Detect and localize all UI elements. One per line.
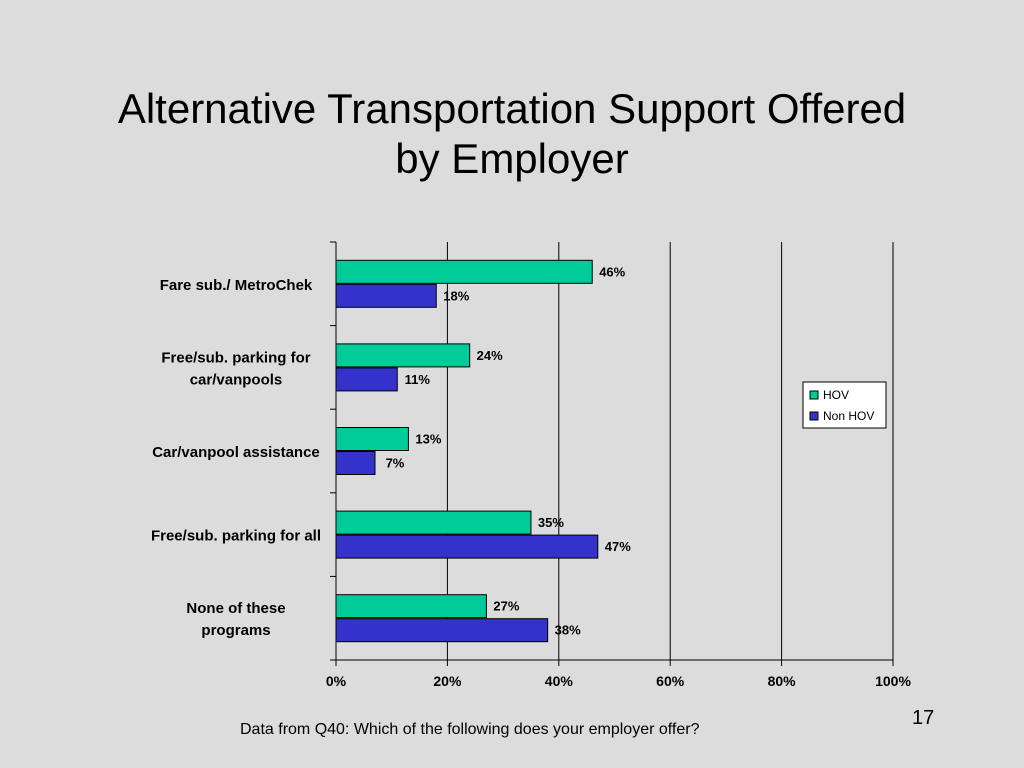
category-label: Car/vanpool assistance — [152, 444, 320, 461]
x-tick-label: 20% — [433, 673, 462, 689]
x-tick-label: 0% — [326, 673, 347, 689]
title-line-1: Alternative Transportation Support Offer… — [117, 85, 907, 132]
footnote: Data from Q40: Which of the following do… — [240, 721, 700, 738]
bar-hov — [335, 510, 532, 535]
legend-swatch-hov — [809, 390, 819, 400]
data-label: 38% — [555, 623, 581, 638]
data-label: 46% — [599, 264, 625, 279]
data-label: 27% — [493, 599, 519, 614]
legend-swatch-non-hov — [809, 411, 819, 421]
category-label: Fare sub./ MetroChek — [160, 277, 313, 294]
bar-hov — [335, 343, 471, 368]
category-label: Free/sub. parking for car/vanpools — [161, 349, 310, 388]
bar-non-hov — [335, 283, 437, 308]
category-label: None of these programs — [186, 600, 285, 639]
legend-label: HOV — [823, 388, 849, 402]
x-tick-label: 80% — [768, 673, 797, 689]
data-label: 18% — [443, 288, 469, 303]
legend-label: Non HOV — [823, 409, 874, 423]
page-number: 17 — [912, 707, 935, 729]
data-label: 7% — [386, 456, 405, 471]
x-tick-label: 40% — [545, 673, 574, 689]
slide-title: Alternative Transportation Support Offer… — [60, 84, 964, 184]
x-tick-label: 100% — [875, 673, 911, 689]
bar-non-hov — [335, 367, 398, 392]
data-label: 35% — [538, 515, 564, 530]
bar-hov — [335, 427, 409, 451]
bar-hov — [335, 259, 593, 284]
title-line-2: by Employer — [395, 135, 629, 182]
bar-non-hov — [335, 534, 599, 559]
x-tick-label: 60% — [656, 673, 685, 689]
category-label: Free/sub. parking for all — [151, 528, 321, 545]
bar-non-hov — [335, 618, 549, 643]
data-label: 47% — [605, 539, 631, 554]
bar-hov — [335, 594, 487, 619]
data-label: 13% — [415, 432, 441, 447]
data-label: 24% — [477, 348, 503, 363]
bar-non-hov — [335, 451, 376, 475]
data-label: 11% — [405, 372, 431, 387]
